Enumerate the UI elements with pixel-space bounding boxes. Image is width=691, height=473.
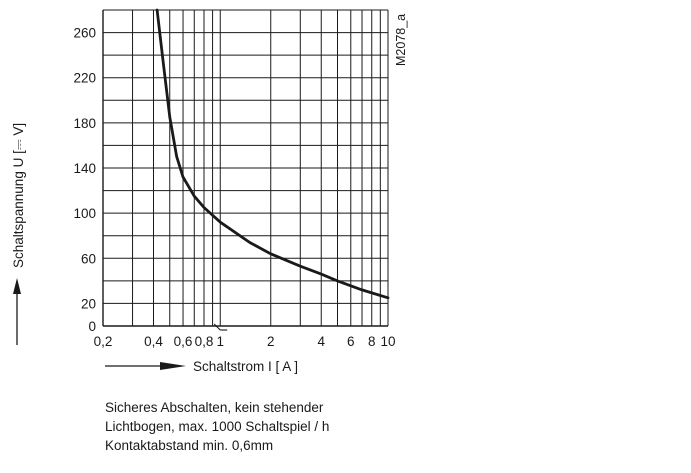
caption-line: Lichtbogen, max. 1000 Schaltspiel / h [105,419,330,434]
x-axis-label: Schaltstrom I [ A ] [193,359,298,374]
y-tick-label: 0 [88,319,96,334]
x-tick-label: 10 [380,334,395,349]
series-layer [155,8,390,300]
y-tick-label: 20 [81,296,96,311]
x-tick-label: 8 [368,334,376,349]
axes [102,10,389,331]
y-tick-label: 140 [73,161,96,176]
y-tick-label: 180 [73,116,96,131]
y-tick-label: 220 [73,71,96,86]
x-tick-label: 0,4 [144,334,163,349]
caption: Sicheres Abschalten, kein stehender Lich… [105,398,329,455]
x-axis-arrow [105,362,186,370]
x-tick-label: 2 [267,334,275,349]
figure-id: M2078_a [394,14,408,66]
x-tick-label: 0,8 [195,334,214,349]
series-line [155,8,390,300]
y-axis-label: Schaltspannung U [⎓ V] [11,123,26,268]
caption-line: Kontaktabstand min. 0,6mm [105,438,274,453]
grid [103,9,388,326]
y-tick-label: 60 [81,251,96,266]
x-axis-tick-mark [213,323,221,331]
x-tick-label: 1 [216,334,224,349]
x-tick-label: 0,2 [94,334,113,349]
x-tick-label: 6 [347,334,355,349]
y-tick-label: 260 [73,26,96,41]
y-axis-arrow [13,278,21,345]
x-tick-label: 0,6 [174,334,193,349]
y-tick-label: 100 [73,206,96,221]
x-tick-label: 4 [317,334,325,349]
caption-line: Sicheres Abschalten, kein stehender [105,400,324,415]
